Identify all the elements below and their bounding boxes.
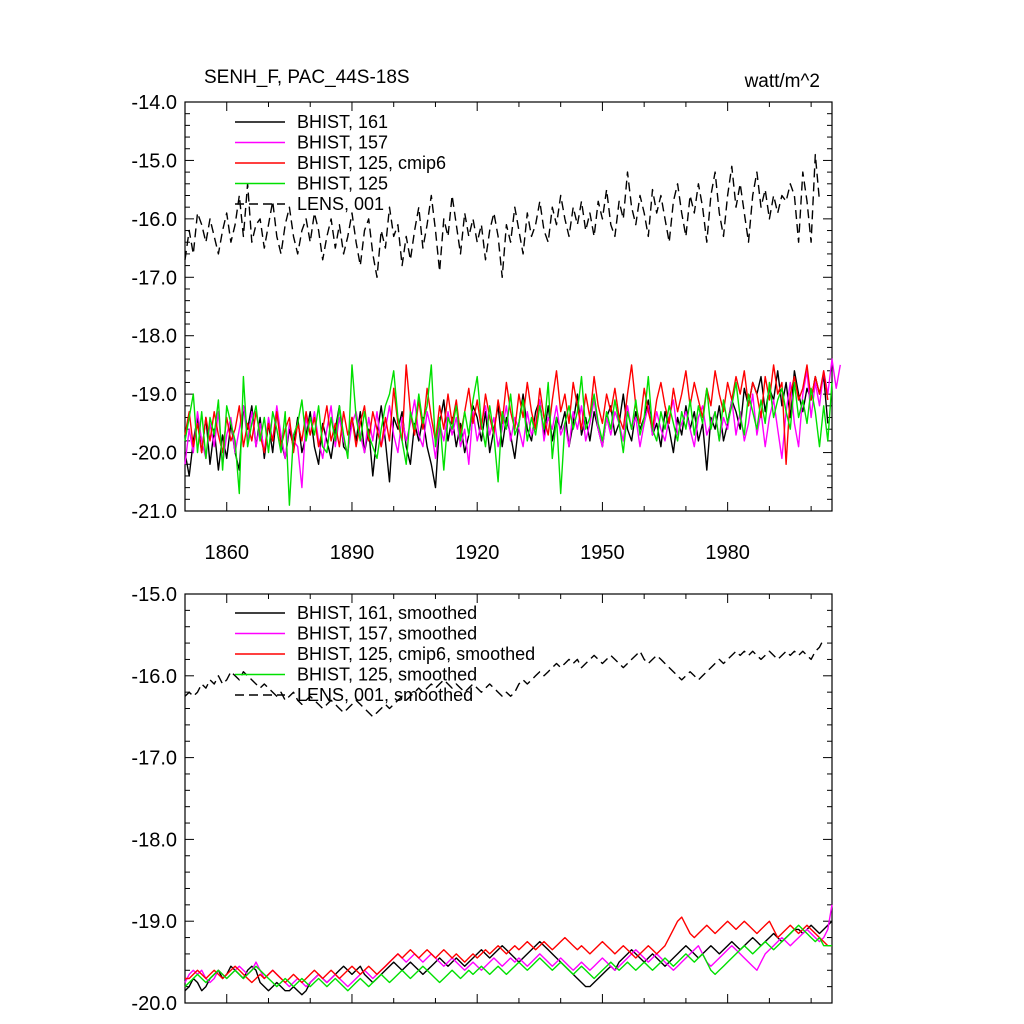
y-tick-label: -14.0 <box>131 92 177 114</box>
y-tick-label: -16.0 <box>131 209 177 231</box>
y-tick-label: -21.0 <box>131 501 177 523</box>
y-tick-label: -20.0 <box>131 993 177 1015</box>
x-tick-label: 1950 <box>580 542 625 564</box>
series-line <box>184 924 832 992</box>
legend-label: BHIST, 125 <box>297 174 388 194</box>
legend-label: BHIST, 125, cmip6 <box>297 153 446 173</box>
series-line <box>184 153 821 278</box>
legend-label: BHIST, 161, smoothed <box>297 603 477 623</box>
series-line <box>185 916 832 984</box>
y-tick-label: -19.0 <box>131 384 177 406</box>
y-tick-label: -18.0 <box>131 829 177 851</box>
series-lines <box>184 153 841 506</box>
series-lines <box>184 638 833 996</box>
series-line <box>184 638 825 718</box>
series-line <box>184 904 833 988</box>
plot-frame <box>184 101 833 512</box>
legend-label: LENS, 001 <box>297 194 384 214</box>
series-line <box>184 364 833 506</box>
y-tick-label: -17.0 <box>131 267 177 289</box>
legend-label: BHIST, 157, smoothed <box>297 624 477 644</box>
y-tick-label: -15.0 <box>131 150 177 172</box>
x-axis: 1860 1890 1920 1950 1980 <box>184 102 812 564</box>
y-tick-label: -17.0 <box>131 748 177 770</box>
x-tick-label: 1980 <box>705 542 750 564</box>
legend-label: BHIST, 161 <box>297 112 388 132</box>
x-tick-label: 1920 <box>455 542 500 564</box>
chart-title: SENH_F, PAC_44S-18S <box>204 67 410 88</box>
y-tick-label: -20.0 <box>131 443 177 465</box>
legend-label: BHIST, 157 <box>297 133 388 153</box>
legend-label: BHIST, 125, smoothed <box>297 665 477 685</box>
y-tick-label: -19.0 <box>131 911 177 933</box>
bottom-plot-panel: -15.0 -16.0 -17.0 -18.0 -19.0 -20.0 BHIST, 161… <box>131 584 833 1015</box>
legend-label: LENS, 001, smoothed <box>297 685 473 705</box>
y-tick-label: -16.0 <box>131 666 177 688</box>
legend-label: BHIST, 125, cmip6, smoothed <box>297 644 535 664</box>
x-tick-label: 1860 <box>204 542 249 564</box>
top-plot-panel: -14.0 -15.0 -16.0 -17.0 -18.0 -19.0 -20.0 -21.0… <box>131 92 841 564</box>
series-line <box>184 364 829 465</box>
x-axis <box>184 594 812 1003</box>
series-line <box>184 358 841 489</box>
units-label: watt/m^2 <box>744 71 820 92</box>
plot-frame <box>184 593 833 1004</box>
x-tick-label: 1890 <box>330 542 375 564</box>
y-tick-label: -18.0 <box>131 326 177 348</box>
series-line <box>184 920 833 996</box>
y-tick-label: -15.0 <box>131 584 177 606</box>
y-axis: -15.0 -16.0 -17.0 -18.0 -19.0 -20.0 <box>131 584 832 1015</box>
